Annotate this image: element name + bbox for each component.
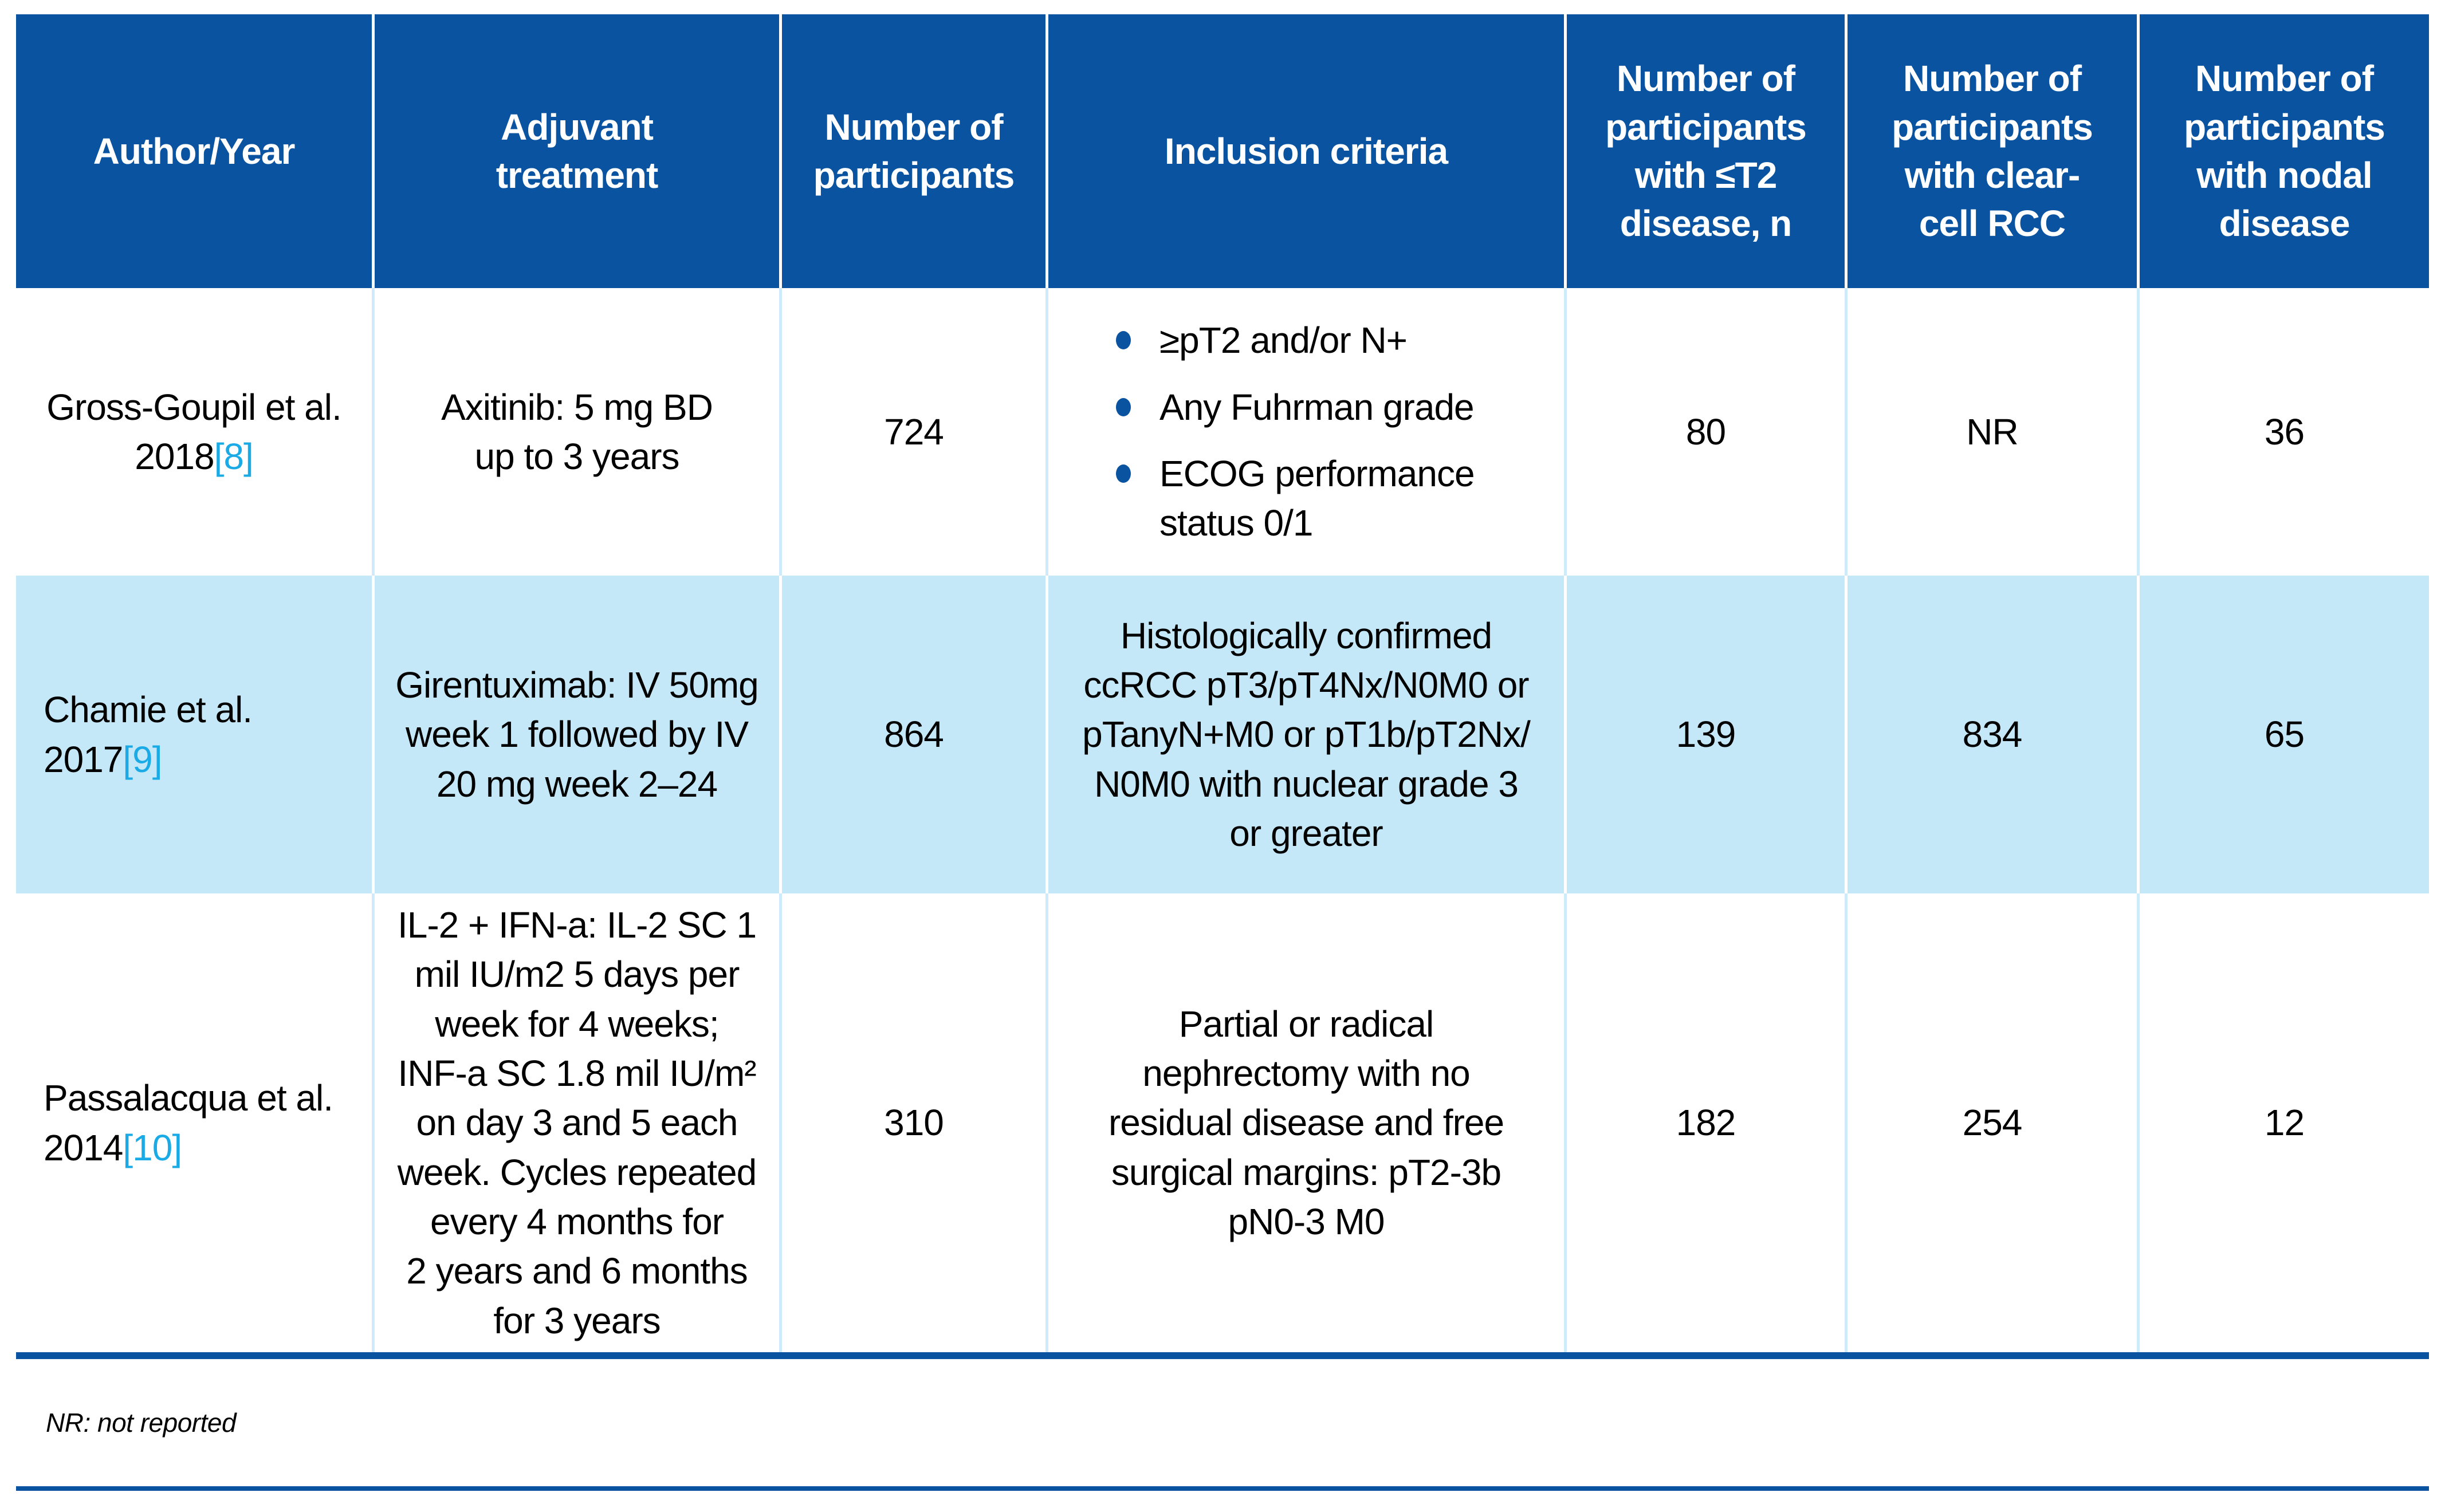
adjuvant-treatment-cell: Girentuximab: IV 50mg week 1 followed by… bbox=[372, 576, 779, 893]
nodal-disease-cell: 65 bbox=[2137, 576, 2429, 893]
table-row: Gross-Goupil et al. 2018[8] Axitinib: 5 … bbox=[16, 288, 2429, 576]
header-author-year: Author/Year bbox=[16, 14, 372, 288]
t2-disease-cell: 80 bbox=[1564, 288, 1845, 576]
clear-cell-rcc-cell: 254 bbox=[1845, 893, 2137, 1352]
table-footnote: NR: not reported bbox=[16, 1359, 2429, 1486]
adjuvant-treatment-cell: IL-2 + IFN-a: IL-2 SC 1 mil IU/m2 5 days… bbox=[372, 893, 779, 1352]
num-participants-cell: 310 bbox=[779, 893, 1045, 1352]
adjuvant-treatment-cell: Axitinib: 5 mg BD up to 3 years bbox=[372, 288, 779, 576]
citation-link[interactable]: [10] bbox=[123, 1127, 182, 1168]
list-item: Any Fuhrman grade bbox=[1116, 383, 1535, 432]
nodal-disease-cell: 12 bbox=[2137, 893, 2429, 1352]
study-characteristics-table: Author/Year Adjuvant treatment Number of… bbox=[16, 14, 2429, 1352]
clear-cell-rcc-cell: NR bbox=[1845, 288, 2137, 576]
header-nodal-disease: Number of participants with nodal diseas… bbox=[2137, 14, 2429, 288]
inclusion-criteria-cell: Partial or radical nephrectomy with no r… bbox=[1045, 893, 1564, 1352]
inclusion-criteria-cell: Histologically confirmed ccRCC pT3/pT4Nx… bbox=[1045, 576, 1564, 893]
t2-disease-cell: 139 bbox=[1564, 576, 1845, 893]
author-name: Gross-Goupil et al. 2018 bbox=[46, 386, 342, 477]
header-inclusion-criteria: Inclusion criteria bbox=[1045, 14, 1564, 288]
citation-link[interactable]: [8] bbox=[214, 436, 254, 477]
t2-disease-cell: 182 bbox=[1564, 893, 1845, 1352]
header-t2-disease: Number of participants with ≤T2 disease,… bbox=[1564, 14, 1845, 288]
table-row: Chamie et al. 2017[9] Girentuximab: IV 5… bbox=[16, 576, 2429, 893]
num-participants-cell: 724 bbox=[779, 288, 1045, 576]
list-item: ≥pT2 and/or N+ bbox=[1116, 316, 1535, 365]
table-row: Passalacqua et al. 2014[10] IL-2 + IFN-a… bbox=[16, 893, 2429, 1352]
author-year-cell: Passalacqua et al. 2014[10] bbox=[16, 893, 372, 1352]
author-name: Passalacqua et al. 2014 bbox=[44, 1077, 333, 1168]
inclusion-bullet-list: ≥pT2 and/or N+ Any Fuhrman grade ECOG pe… bbox=[1060, 316, 1552, 548]
clear-cell-rcc-cell: 834 bbox=[1845, 576, 2137, 893]
table-bottom-divider bbox=[16, 1352, 2429, 1359]
footnote-text: NR: not reported bbox=[46, 1408, 237, 1438]
table-header: Author/Year Adjuvant treatment Number of… bbox=[16, 14, 2429, 288]
num-participants-cell: 864 bbox=[779, 576, 1045, 893]
header-adjuvant-treatment: Adjuvant treatment bbox=[372, 14, 779, 288]
citation-link[interactable]: [9] bbox=[123, 738, 162, 780]
page-bottom-divider bbox=[16, 1486, 2429, 1491]
header-num-participants: Number of participants bbox=[779, 14, 1045, 288]
list-item: ECOG performance status 0/1 bbox=[1116, 449, 1535, 548]
inclusion-criteria-cell: ≥pT2 and/or N+ Any Fuhrman grade ECOG pe… bbox=[1045, 288, 1564, 576]
header-row: Author/Year Adjuvant treatment Number of… bbox=[16, 14, 2429, 288]
author-year-cell: Chamie et al. 2017[9] bbox=[16, 576, 372, 893]
header-clear-cell-rcc: Number of participants with clear- cell … bbox=[1845, 14, 2137, 288]
nodal-disease-cell: 36 bbox=[2137, 288, 2429, 576]
author-name: Chamie et al. 2017 bbox=[44, 689, 253, 780]
author-year-cell: Gross-Goupil et al. 2018[8] bbox=[16, 288, 372, 576]
